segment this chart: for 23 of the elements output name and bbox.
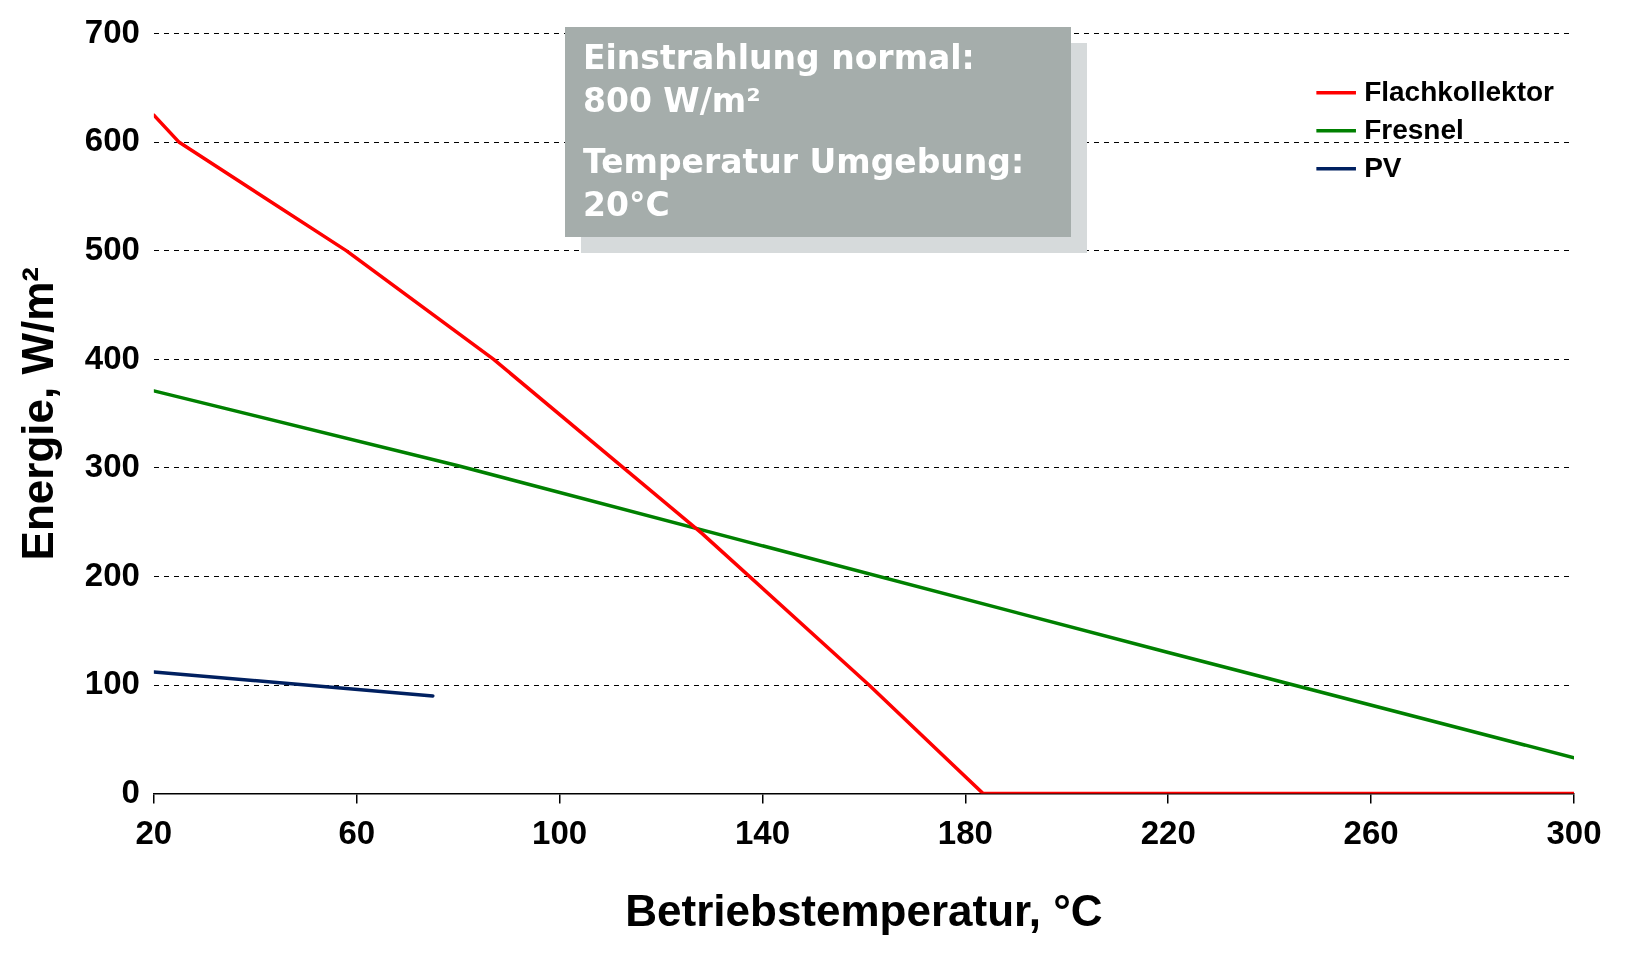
x-tick-label: 60 xyxy=(338,814,376,852)
y-tick-label: 200 xyxy=(84,555,140,593)
y-tick-label: 600 xyxy=(84,121,140,159)
x-tick-label: 100 xyxy=(532,814,588,852)
annotation: Temperatur Umgebung: 20°C xyxy=(583,140,1026,226)
x-tick-label: 220 xyxy=(1140,814,1196,852)
x-axis-title: Betriebstemperatur, °C xyxy=(625,885,1103,935)
x-tick-label: 260 xyxy=(1343,814,1399,852)
y-tick-label: 400 xyxy=(84,338,140,376)
legend-label: Fresnel xyxy=(1364,113,1464,145)
y-tick-label: 0 xyxy=(121,772,140,810)
annotation: Einstrahlung normal: 800 W/m² xyxy=(583,37,976,122)
y-tick-label: 300 xyxy=(84,447,140,485)
legend-label: Flachkollektor xyxy=(1364,75,1555,107)
y-tick-label: 100 xyxy=(84,664,140,702)
y-tick-label: 700 xyxy=(84,12,140,50)
x-tick-label: 180 xyxy=(937,814,993,852)
x-tick-label: 140 xyxy=(734,814,791,852)
y-tick-label: 500 xyxy=(84,229,140,267)
x-tick-label: 300 xyxy=(1546,814,1602,852)
legend-label: PV xyxy=(1364,151,1402,183)
x-tick-label: 20 xyxy=(135,814,173,852)
y-axis-title: Energie, W/m² xyxy=(12,267,62,561)
